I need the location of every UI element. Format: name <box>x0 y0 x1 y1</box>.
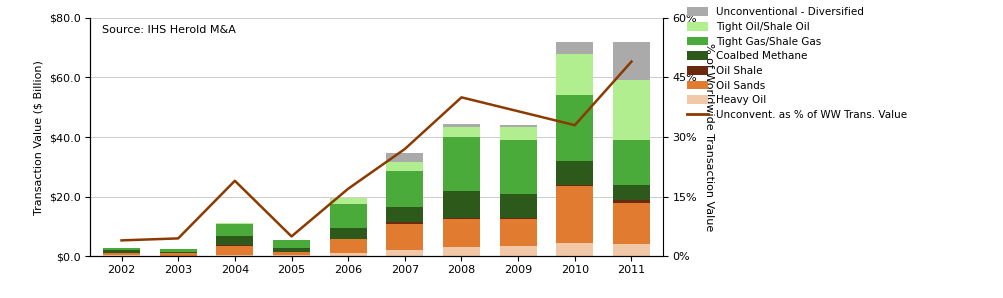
Bar <box>217 224 253 236</box>
Bar <box>103 253 139 255</box>
Bar <box>556 42 593 54</box>
Bar <box>103 255 139 256</box>
Bar <box>273 252 310 255</box>
Bar <box>159 252 197 253</box>
Bar <box>613 203 649 244</box>
Y-axis label: Transaction Value ($ Billion): Transaction Value ($ Billion) <box>33 60 43 215</box>
Bar <box>613 200 649 203</box>
Bar <box>556 54 593 95</box>
Bar <box>613 244 649 256</box>
Bar <box>217 255 253 256</box>
Bar <box>273 248 310 252</box>
Bar <box>499 218 536 219</box>
Text: Source: IHS Herold M&A: Source: IHS Herold M&A <box>101 25 236 35</box>
Bar <box>499 140 536 194</box>
Legend: Unconventional - Diversified, Tight Oil/Shale Oil, Tight Gas/Shale Gas, Coalbed : Unconventional - Diversified, Tight Oil/… <box>682 3 911 124</box>
Bar <box>329 228 366 239</box>
Bar <box>556 161 593 185</box>
Bar <box>386 171 423 207</box>
Bar <box>442 124 479 127</box>
Bar <box>273 240 310 248</box>
Bar <box>386 162 423 171</box>
Y-axis label: % of Worldwide Transaction Value: % of Worldwide Transaction Value <box>703 43 713 231</box>
Bar <box>613 140 649 185</box>
Bar <box>329 198 366 204</box>
Bar <box>442 191 479 218</box>
Bar <box>329 204 366 228</box>
Bar <box>273 255 310 256</box>
Bar <box>386 207 423 222</box>
Bar <box>613 80 649 140</box>
Bar <box>329 253 366 256</box>
Bar <box>556 243 593 256</box>
Bar <box>499 194 536 218</box>
Bar <box>103 250 139 253</box>
Bar <box>556 95 593 161</box>
Bar <box>217 246 253 255</box>
Bar <box>613 42 649 80</box>
Bar <box>386 222 423 224</box>
Bar <box>442 127 479 137</box>
Bar <box>499 127 536 140</box>
Bar <box>499 125 536 127</box>
Bar <box>442 247 479 256</box>
Bar <box>499 219 536 246</box>
Bar <box>386 250 423 256</box>
Bar <box>499 246 536 256</box>
Bar <box>386 224 423 250</box>
Bar <box>442 137 479 191</box>
Bar <box>217 223 253 224</box>
Bar <box>556 186 593 243</box>
Bar <box>442 219 479 247</box>
Bar <box>613 185 649 200</box>
Bar <box>159 249 197 252</box>
Bar <box>103 248 139 250</box>
Bar <box>217 236 253 245</box>
Bar <box>386 153 423 162</box>
Bar <box>217 245 253 246</box>
Bar <box>159 253 197 256</box>
Bar <box>556 185 593 186</box>
Bar <box>329 239 366 253</box>
Bar <box>442 218 479 219</box>
